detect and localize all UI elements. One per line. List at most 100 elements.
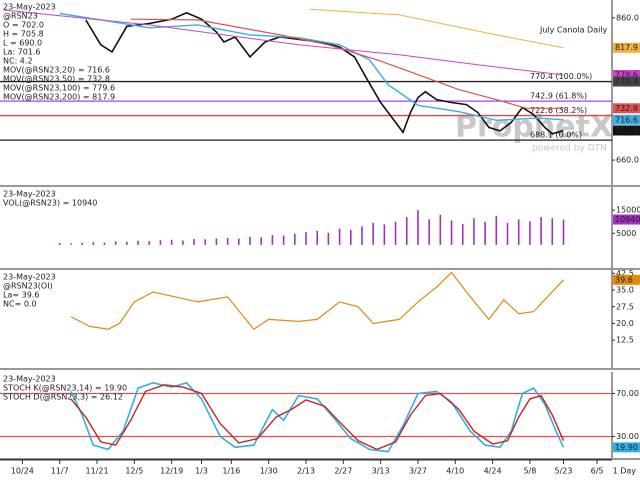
value-badge: [613, 214, 640, 225]
volume-bar: [170, 239, 173, 245]
legend-entry: MOV(@RSN23,50) = 732.8: [3, 75, 110, 84]
value-badge-label: 779.6: [615, 70, 638, 79]
x-tick-label: 12/5: [125, 467, 143, 476]
y-tick-label: 30.00: [616, 432, 639, 441]
volume-bar: [405, 217, 408, 245]
x-tick-label: 3/13: [372, 467, 390, 476]
volume-bar: [294, 233, 296, 245]
volume-bar: [92, 242, 95, 245]
value-badge: [613, 125, 640, 136]
y-tick-label: 12.5: [616, 336, 634, 345]
value-badge-label: 732.8: [615, 104, 638, 113]
info-text: La: 701.6: [3, 48, 41, 57]
volume-bar: [428, 219, 430, 245]
info-text: NC= 0.0: [3, 300, 37, 309]
watermark-sub: powered by DTN: [532, 144, 607, 154]
value-badge: [613, 114, 640, 125]
value-badge-label: 10940: [615, 215, 640, 224]
volume-bar: [226, 237, 229, 245]
info-text: NC: 4.2: [3, 57, 33, 66]
volume-bar: [372, 222, 374, 245]
info-text: 23-May-2023: [3, 273, 56, 282]
x-tick-label: 1/3: [195, 467, 208, 476]
volume-bar: [473, 218, 475, 245]
volume-bar: [204, 239, 207, 245]
series-line: [130, 18, 564, 109]
value-badge-label: 39.6: [615, 275, 633, 284]
volume-bar: [349, 229, 352, 245]
fib-label: 688.1 (0.0%): [530, 131, 582, 140]
volume-bar: [338, 228, 341, 245]
y-tick-label: 35.0: [616, 286, 634, 295]
value-badge: [613, 42, 640, 53]
value-badge-label: 817.9: [615, 43, 638, 52]
y-tick-label: 5000: [616, 229, 636, 238]
legend-entry: STOCH K(@RSN23,14) = 19.90: [3, 384, 127, 393]
legend-entry: MOV(@RSN23,20) = 716.6: [3, 66, 110, 75]
volume-bar: [282, 235, 285, 245]
y-tick-label: 660.0: [616, 156, 639, 165]
info-text: La= 39.6: [3, 291, 39, 300]
volume-bar: [305, 232, 307, 245]
y-tick-label: 27.5: [616, 302, 634, 311]
value-badge: [613, 103, 640, 114]
legend-entry: STOCH D(@RSN23,3) = 26.12: [3, 393, 123, 402]
volume-bar: [439, 214, 442, 245]
volume-bar: [461, 224, 464, 245]
volume-bar: [271, 235, 274, 245]
legend-entry: MOV(@RSN23,200) = 817.9: [3, 93, 115, 102]
volume-bar: [529, 221, 531, 245]
volume-bar: [327, 232, 330, 245]
info-text: H = 705.8: [3, 30, 44, 39]
volume-bar: [260, 237, 263, 245]
series-line: [85, 11, 564, 135]
x-tick-label: 5/23: [555, 467, 573, 476]
volume-bar: [551, 218, 554, 245]
volume-bar: [193, 239, 195, 245]
value-badge: [613, 274, 640, 285]
x-tick-label: 2/13: [297, 467, 315, 476]
info-text: L = 690.0: [3, 39, 42, 48]
value-badge: [613, 442, 640, 453]
info-text: @RSN23: [3, 12, 38, 21]
x-tick-label: 11/21: [85, 467, 108, 476]
series-line: [70, 271, 564, 330]
fib-label: 770.4 (100.0%): [530, 72, 592, 81]
volume-bar: [417, 210, 419, 245]
volume-bar: [137, 240, 139, 245]
chart-title: July Canola Daily: [539, 26, 608, 35]
volume-bar: [58, 243, 61, 245]
y-tick-label: 20.0: [616, 319, 634, 328]
volume-bar: [562, 219, 565, 245]
x-tick-label: 4/24: [484, 467, 502, 476]
series-line: [70, 381, 565, 453]
fib-label: 742.9 (61.8%): [530, 92, 587, 101]
volume-bar: [249, 236, 251, 245]
fib-label: 722.6 (38.2%): [530, 106, 587, 115]
x-tick-label: 10/24: [11, 467, 34, 476]
info-text: @RSN23(OI): [3, 282, 53, 291]
x-tick-label: 6/5: [591, 467, 604, 476]
legend-entry: MOV(@RSN23,100) = 779.6: [3, 84, 115, 93]
volume-bar: [215, 238, 218, 245]
x-tick-label: 5/8: [523, 467, 536, 476]
y-tick-label: 42.5: [616, 269, 634, 278]
legend-entry: VOL(@RSN23) = 10940: [3, 199, 97, 208]
volume-bar: [126, 241, 128, 245]
info-text: O = 702.0: [3, 21, 44, 30]
value-badge-label: 701.6: [615, 126, 638, 135]
info-text: 23-May-2023: [3, 3, 56, 12]
volume-bar: [394, 221, 397, 245]
value-badge: [613, 76, 640, 87]
volume-bar: [103, 242, 106, 245]
volume-bar: [540, 217, 542, 245]
x-tick-label: 4/10: [446, 467, 464, 476]
x-tick-label: 12/19: [160, 467, 183, 476]
volume-bar: [238, 238, 240, 245]
volume-bar: [517, 219, 520, 245]
volume-bar: [316, 230, 318, 245]
info-text: 23-May-2023: [3, 375, 56, 384]
value-badge: [613, 69, 640, 80]
